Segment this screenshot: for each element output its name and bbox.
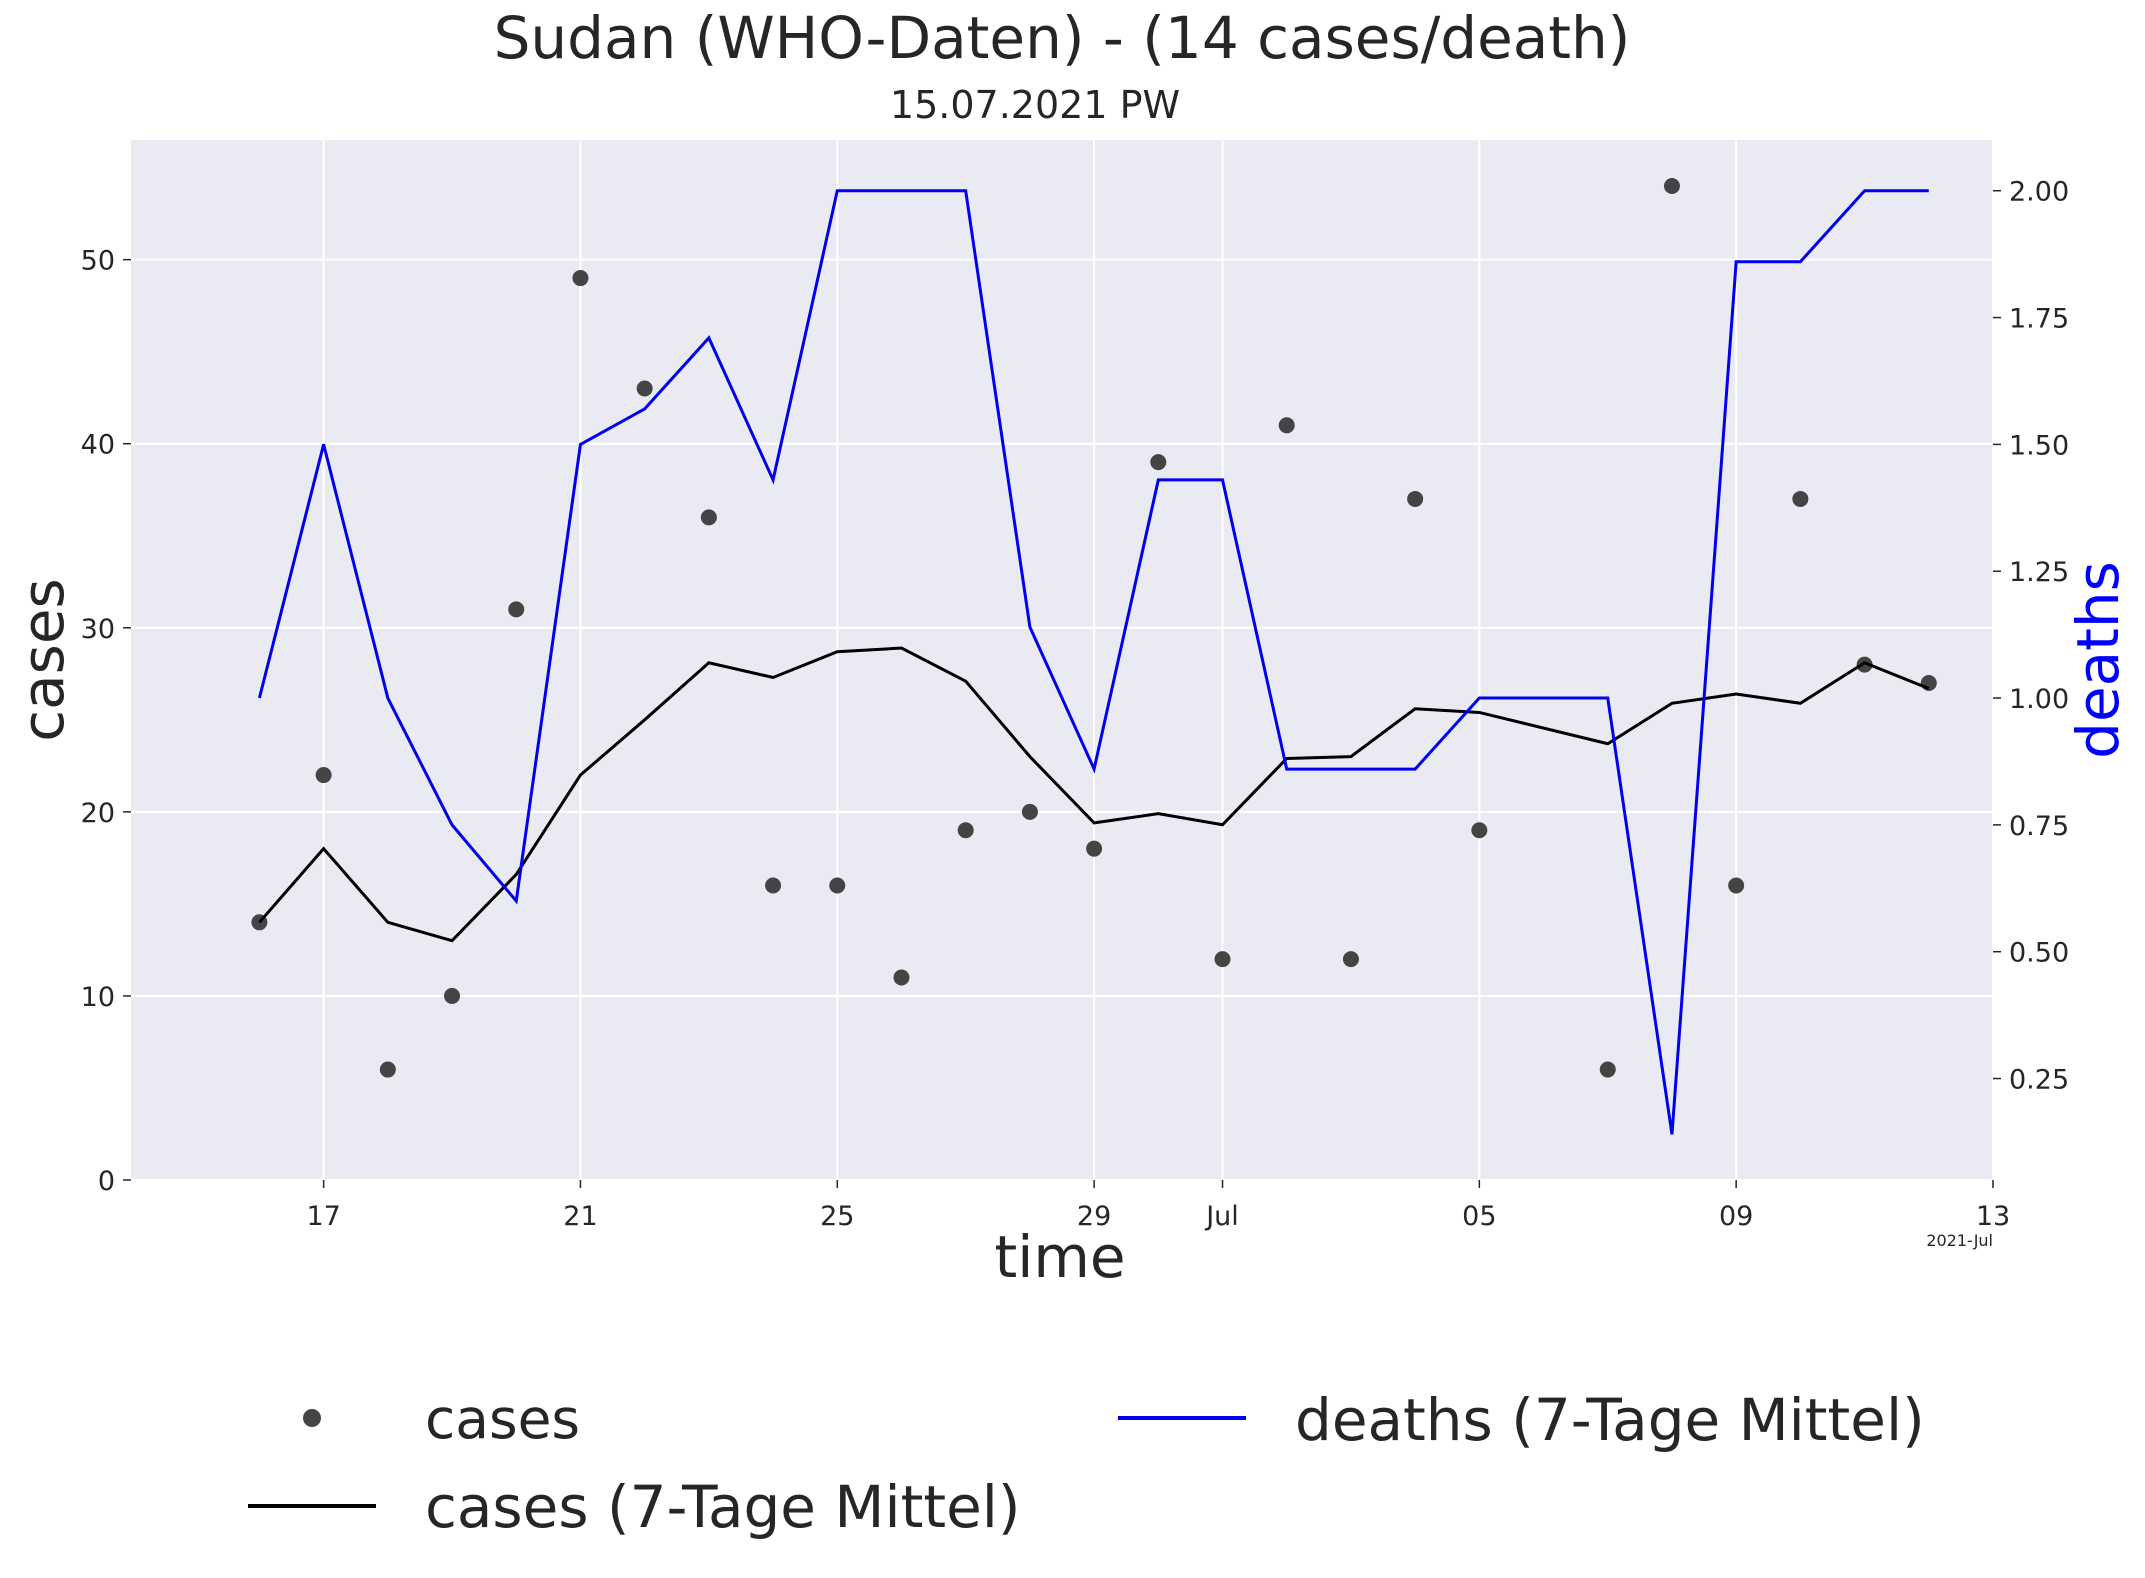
left-y-tick-label: 40 <box>81 430 115 461</box>
legend: cases cases (7-Tage Mittel) deaths (7-Ta… <box>248 1386 1925 1541</box>
left-y-tick-label: 30 <box>81 614 115 645</box>
x-year-label: 2021-Jul <box>1926 1231 1993 1250</box>
deaths-avg-line <box>257 189 1929 1135</box>
chart-title: Sudan (WHO-Daten) - (14 cases/death) <box>494 4 1631 72</box>
cases-point <box>1407 490 1424 507</box>
x-tick-label: 13 <box>1976 1201 2010 1232</box>
cases-point <box>1278 417 1295 434</box>
x-tick-label: Jul <box>1204 1201 1239 1232</box>
legend-deaths-avg-label: deaths (7-Tage Mittel) <box>1295 1386 1925 1454</box>
x-tick-label: 09 <box>1719 1201 1753 1232</box>
cases-point <box>636 380 653 397</box>
cases-point <box>379 1061 396 1078</box>
legend-cases-label: cases <box>425 1387 580 1451</box>
cases-point <box>765 877 782 894</box>
cases-point <box>572 270 589 287</box>
cases-point <box>1728 877 1745 894</box>
cases-point <box>1856 656 1873 673</box>
right-y-tick-label: 0.75 <box>2009 811 2069 842</box>
cases-point <box>315 767 332 784</box>
right-y-axis-label: deaths <box>2064 561 2132 759</box>
right-y-tick-label: 1.25 <box>2009 557 2069 588</box>
cases-point <box>1086 840 1103 857</box>
x-tick-label: 17 <box>306 1201 340 1232</box>
legend-cases-avg-label: cases (7-Tage Mittel) <box>425 1473 1021 1541</box>
right-y-tick-label: 0.50 <box>2009 938 2069 969</box>
cases-point <box>957 822 974 839</box>
cases-point <box>1021 803 1038 820</box>
left-y-ticks: 0 10 20 30 40 50 <box>81 246 131 1197</box>
x-tick-label: 05 <box>1462 1201 1496 1232</box>
left-y-tick-label: 0 <box>98 1166 115 1197</box>
right-y-ticks: 0.25 0.50 0.75 1.00 1.25 1.50 1.75 2.00 <box>1993 177 2069 1096</box>
cases-point <box>1214 951 1231 968</box>
right-y-tick-label: 2.00 <box>2009 177 2069 208</box>
x-axis-label: time <box>994 1223 1125 1291</box>
cases-point <box>1663 178 1680 195</box>
left-y-tick-label: 50 <box>81 246 115 277</box>
cases-point <box>1471 822 1488 839</box>
left-y-axis-label: cases <box>9 578 77 742</box>
x-tick-label: 25 <box>820 1201 854 1232</box>
cases-point <box>508 601 525 618</box>
cases-point <box>1792 490 1809 507</box>
cases-point <box>829 877 846 894</box>
legend-cases-marker <box>303 1409 321 1427</box>
right-y-tick-label: 1.50 <box>2009 430 2069 461</box>
x-tick-label: 21 <box>563 1201 597 1232</box>
cases-avg-line <box>258 646 1930 943</box>
right-y-tick-label: 1.75 <box>2009 304 2069 335</box>
cases-point <box>1599 1061 1616 1078</box>
plot-area <box>131 140 1993 1180</box>
cases-point <box>1150 454 1167 471</box>
x-ticks: 17 21 25 29 Jul 05 09 13 <box>306 1180 2010 1232</box>
left-y-tick-label: 10 <box>81 982 115 1013</box>
right-y-tick-label: 1.00 <box>2009 684 2069 715</box>
cases-point <box>893 969 910 986</box>
cases-point <box>444 987 461 1004</box>
right-y-tick-label: 0.25 <box>2009 1065 2069 1096</box>
chart-subtitle: 15.07.2021 PW <box>890 83 1180 127</box>
cases-point <box>1342 951 1359 968</box>
cases-point <box>1920 675 1937 692</box>
cases-point <box>700 509 717 526</box>
left-y-tick-label: 20 <box>81 798 115 829</box>
series-layer <box>251 178 1937 1135</box>
x-tick-label: 29 <box>1077 1201 1111 1232</box>
